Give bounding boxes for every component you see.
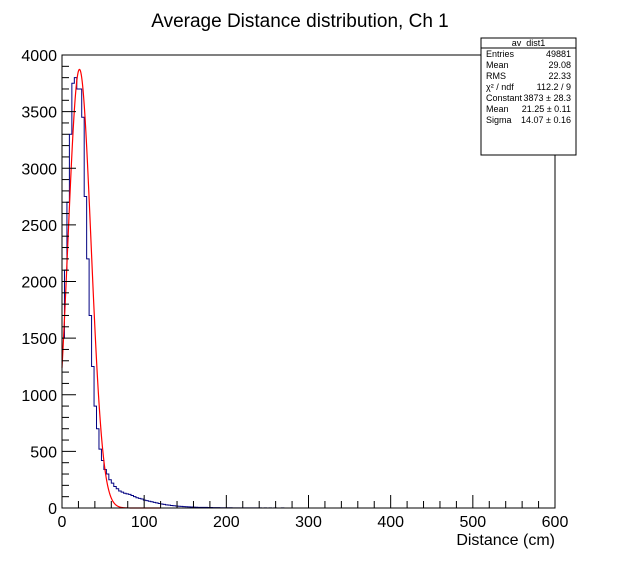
x-tick-label: 100 bbox=[131, 514, 158, 531]
y-tick-label: 1500 bbox=[21, 331, 57, 348]
x-tick-label: 500 bbox=[459, 514, 486, 531]
stats-row-label: Mean bbox=[486, 60, 509, 70]
stats-row-value: 14.07 ± 0.16 bbox=[521, 115, 571, 125]
y-tick-label: 3000 bbox=[21, 161, 57, 178]
x-tick-label: 600 bbox=[542, 514, 569, 531]
stats-box: av_dist1 Entries 49881 Mean 29.08 RMS 22.33 χ²… bbox=[480, 37, 577, 156]
x-tick-label: 200 bbox=[213, 514, 240, 531]
stats-row-value: 112.2 / 9 bbox=[537, 82, 571, 92]
y-tick-label: 2000 bbox=[21, 275, 57, 292]
x-tick-label: 300 bbox=[295, 514, 322, 531]
chart-title: Average Distance distribution, Ch 1 bbox=[151, 11, 448, 32]
stats-row-value: 21.25 ± 0.11 bbox=[522, 104, 571, 114]
x-tick-label: 0 bbox=[58, 514, 67, 531]
x-tick-label: 400 bbox=[377, 514, 404, 531]
x-axis-title: Distance (cm) bbox=[456, 532, 555, 549]
y-tick-label: 3500 bbox=[21, 105, 57, 122]
gaussian-fit-curve bbox=[61, 68, 161, 509]
stats-row-value: 3873 ± 28.3 bbox=[524, 93, 571, 103]
stats-row-label: Sigma bbox=[486, 115, 512, 125]
x-axis: 0 100 200 300 400 500 600 bbox=[58, 495, 569, 531]
y-tick-label: 4000 bbox=[21, 48, 57, 65]
stats-row-value: 29.08 bbox=[548, 60, 571, 70]
stats-row-value: 22.33 bbox=[548, 71, 571, 81]
stats-row-label: χ² / ndf bbox=[486, 82, 514, 92]
stats-box-title: av_dist1 bbox=[512, 38, 546, 48]
stats-rows: Entries 49881 Mean 29.08 RMS 22.33 χ² / ndf 112… bbox=[486, 49, 571, 125]
y-tick-label: 0 bbox=[48, 501, 57, 518]
y-tick-label: 1000 bbox=[21, 388, 57, 405]
fit-layer bbox=[61, 68, 161, 509]
stats-row-label: RMS bbox=[486, 71, 506, 81]
stats-row-label: Constant bbox=[486, 93, 523, 103]
y-tick-label: 2500 bbox=[21, 218, 57, 235]
stats-row-value: 49881 bbox=[546, 49, 571, 59]
stats-row-label: Mean bbox=[486, 104, 509, 114]
stats-box-frame bbox=[480, 37, 577, 156]
y-tick-label: 500 bbox=[30, 444, 57, 461]
stats-row-label: Entries bbox=[486, 49, 515, 59]
y-axis: 0 500 1000 1500 2000 2500 3000 3500 4000 bbox=[21, 48, 76, 518]
